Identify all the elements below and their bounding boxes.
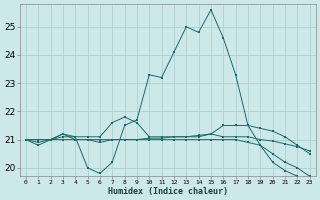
X-axis label: Humidex (Indice chaleur): Humidex (Indice chaleur) (108, 187, 228, 196)
